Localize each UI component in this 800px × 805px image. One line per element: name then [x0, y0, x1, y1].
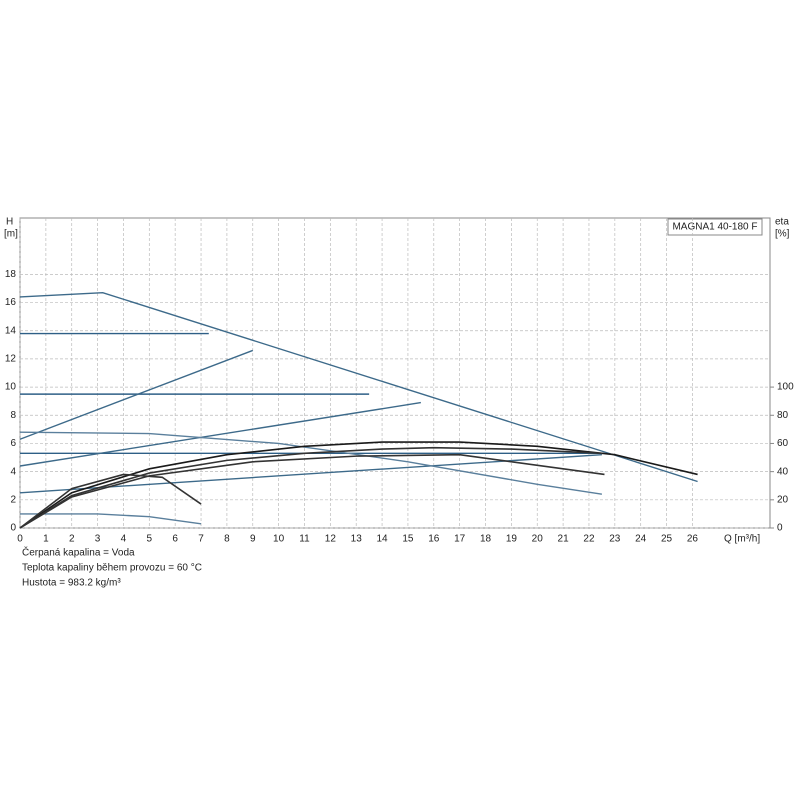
chart-title: MAGNA1 40-180 F — [672, 222, 757, 233]
y2-tick-label: 20 — [777, 494, 789, 505]
y-tick-label: 10 — [5, 382, 17, 393]
curve — [19, 446, 602, 529]
x-tick-label: 21 — [558, 534, 570, 545]
x-tick-label: 6 — [172, 534, 178, 545]
note: Teplota kapaliny během provozu = 60 °C — [22, 563, 202, 574]
note: Hustota = 983.2 kg/m³ — [22, 578, 121, 589]
curve — [19, 401, 421, 467]
curve — [20, 513, 202, 525]
x-tick-label: 1 — [43, 534, 49, 545]
y-tick-label: 16 — [5, 297, 17, 308]
curve — [19, 453, 605, 529]
y2-tick-label: 100 — [777, 382, 794, 393]
curve — [19, 441, 698, 529]
x-tick-label: 18 — [480, 534, 492, 545]
curve — [19, 291, 698, 483]
curve — [19, 431, 603, 495]
x-tick-label: 7 — [198, 534, 204, 545]
x-axis-label: Q [m³/h] — [724, 534, 760, 545]
x-tick-label: 5 — [147, 534, 153, 545]
x-tick-label: 25 — [661, 534, 673, 545]
y-tick-label: 0 — [10, 523, 16, 534]
y-axis-label: H — [6, 217, 13, 228]
y-tick-label: 2 — [10, 494, 16, 505]
y-tick-label: 12 — [5, 354, 17, 365]
y-tick-label: 18 — [5, 269, 17, 280]
y2-tick-label: 80 — [777, 410, 789, 421]
curve — [19, 349, 254, 440]
x-tick-label: 13 — [351, 534, 363, 545]
curve — [19, 473, 202, 529]
x-tick-label: 24 — [635, 534, 647, 545]
x-tick-label: 11 — [299, 534, 310, 545]
y-axis-unit: [m] — [4, 229, 18, 240]
y-tick-label: 8 — [10, 410, 16, 421]
y-tick-label: 14 — [5, 325, 17, 336]
y2-tick-label: 60 — [777, 438, 789, 449]
x-tick-label: 20 — [532, 534, 544, 545]
y-tick-label: 4 — [10, 466, 16, 477]
x-tick-label: 15 — [402, 534, 414, 545]
x-tick-label: 22 — [583, 534, 595, 545]
y2-axis-label: eta — [775, 217, 789, 228]
x-tick-label: 17 — [454, 534, 466, 545]
x-tick-label: 14 — [377, 534, 389, 545]
note: Čerpaná kapalina = Voda — [22, 546, 135, 559]
x-tick-label: 16 — [428, 534, 440, 545]
x-tick-label: 0 — [17, 534, 23, 545]
y2-axis-unit: [%] — [775, 229, 790, 240]
x-tick-label: 19 — [506, 534, 518, 545]
x-tick-label: 10 — [273, 534, 285, 545]
x-tick-label: 23 — [609, 534, 621, 545]
y2-tick-label: 40 — [777, 466, 789, 477]
x-tick-label: 12 — [325, 534, 337, 545]
title-box — [667, 218, 763, 236]
x-tick-label: 3 — [95, 534, 101, 545]
x-tick-label: 8 — [224, 534, 230, 545]
x-tick-label: 4 — [121, 534, 127, 545]
x-tick-label: 9 — [250, 534, 256, 545]
x-tick-label: 26 — [687, 534, 699, 545]
y-tick-label: 6 — [10, 438, 16, 449]
x-tick-label: 2 — [69, 534, 75, 545]
y2-tick-label: 0 — [777, 523, 783, 534]
